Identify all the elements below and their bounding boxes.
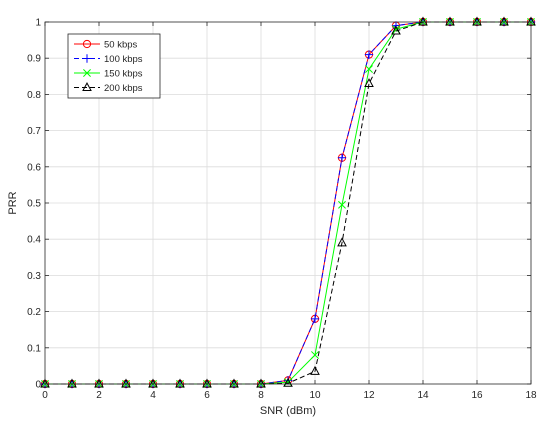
data-point (499, 16, 509, 26)
y-tick-label: 0.4 (27, 235, 41, 246)
data-point (364, 78, 374, 88)
x-axis-label: SNR (dBm) (260, 405, 316, 417)
data-point (310, 365, 320, 375)
legend-swatch-marker (82, 82, 92, 91)
y-tick-label: 0.3 (27, 271, 41, 282)
y-axis-label: PRR (7, 191, 19, 214)
legend-swatch-marker (82, 54, 92, 63)
data-point (445, 16, 455, 26)
data-point (338, 200, 346, 209)
legend-swatch-marker (82, 39, 92, 49)
data-point (311, 351, 319, 359)
data-point (283, 377, 293, 387)
x-tick-label: 0 (42, 390, 48, 401)
legend-label: 100 kbps (104, 54, 143, 65)
data-point (365, 65, 373, 74)
x-tick-label: 10 (309, 390, 321, 401)
y-tick-label: 0.1 (27, 343, 41, 354)
data-point (175, 378, 185, 388)
data-point (391, 25, 401, 35)
y-tick-label: 0.6 (27, 162, 41, 173)
x-tick-label: 18 (525, 390, 537, 401)
x-tick-label: 6 (204, 390, 210, 401)
data-point (256, 378, 266, 388)
data-point (67, 378, 77, 388)
legend: 50 kbps 100 kbps 150 kbps 200 kbps (67, 33, 161, 99)
data-point (229, 378, 239, 388)
data-point (364, 50, 374, 59)
grid-lines (45, 22, 531, 384)
y-tick-label: 0.5 (27, 199, 41, 210)
x-tick-label: 8 (258, 390, 264, 401)
data-point (121, 378, 131, 388)
data-point (202, 378, 212, 388)
axis-ticks: 0 2 4 6 8 10 12 14 16 18 0 0.1 0.2 0.3 0.4 0.5 0.6 0.7 0.8… (27, 18, 537, 402)
x-tick-label: 4 (150, 390, 156, 401)
data-point (94, 378, 104, 388)
x-tick-label: 12 (363, 390, 375, 401)
data-point (40, 378, 50, 388)
y-tick-label: 0.9 (27, 54, 41, 65)
legend-swatch-marker (83, 69, 91, 77)
y-tick-label: 1 (35, 18, 41, 29)
data-point (148, 378, 158, 388)
data-point (337, 153, 347, 162)
y-tick-label: 0.8 (27, 90, 41, 101)
x-tick-label: 14 (417, 390, 429, 401)
y-tick-label: 0.2 (27, 307, 41, 318)
data-point (284, 378, 292, 387)
legend-label: 150 kbps (104, 69, 143, 80)
legend-label: 50 kbps (104, 40, 138, 51)
x-tick-label: 2 (96, 390, 102, 401)
data-point (337, 237, 347, 247)
data-point (310, 314, 320, 324)
y-tick-label: 0.7 (27, 126, 41, 137)
legend-label: 200 kbps (104, 83, 143, 94)
y-tick-label: 0 (35, 380, 41, 391)
x-tick-label: 16 (471, 390, 483, 401)
